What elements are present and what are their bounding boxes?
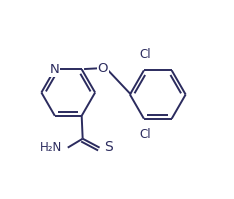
Text: S: S bbox=[104, 140, 113, 154]
Text: O: O bbox=[97, 62, 108, 75]
Text: N: N bbox=[50, 63, 60, 76]
Text: Cl: Cl bbox=[139, 128, 151, 141]
Text: Cl: Cl bbox=[139, 48, 151, 61]
Text: H₂N: H₂N bbox=[40, 141, 62, 154]
